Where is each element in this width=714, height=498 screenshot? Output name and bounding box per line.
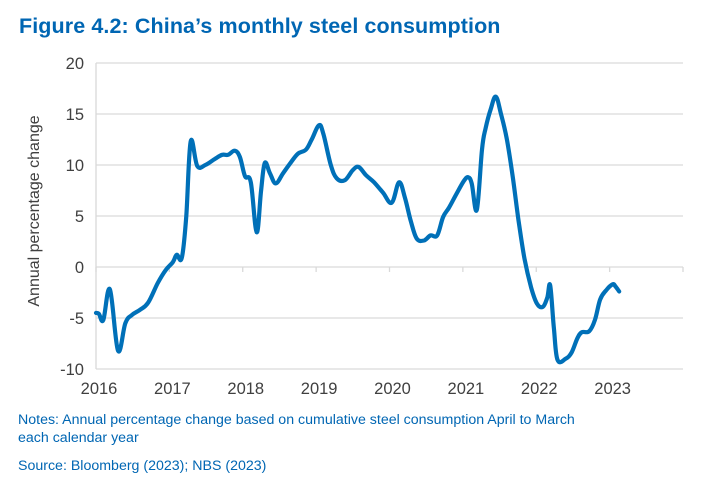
x-tick-label: 2022 bbox=[521, 380, 558, 398]
x-tick-label: 2021 bbox=[448, 380, 485, 398]
y-tick-label: 5 bbox=[75, 208, 84, 226]
x-tick-label: 2019 bbox=[301, 380, 338, 398]
x-tick-label: 2020 bbox=[374, 380, 411, 398]
x-tick-label: 2017 bbox=[154, 380, 191, 398]
notes-line-2: each calendar year bbox=[18, 430, 139, 446]
x-tick-label: 2016 bbox=[81, 380, 118, 398]
y-tick-label: 10 bbox=[66, 157, 84, 175]
x-axis-ticks: 2016 2017 2018 2019 2020 2021 2022 2023 bbox=[81, 267, 684, 398]
y-tick-label: 0 bbox=[75, 259, 84, 277]
notes-line-1: Notes: Annual percentage change based on… bbox=[18, 412, 575, 428]
figure-title: Figure 4.2: China’s monthly steel consum… bbox=[19, 14, 501, 38]
series-line bbox=[93, 94, 622, 365]
y-axis-label: Annual percentage change bbox=[26, 115, 43, 306]
y-tick-label: -5 bbox=[69, 310, 84, 328]
y-tick-label: -10 bbox=[60, 361, 84, 379]
y-tick-label: 15 bbox=[66, 106, 84, 124]
y-tick-label: 20 bbox=[66, 55, 84, 73]
y-axis-ticks: -10 -5 0 5 10 15 20 bbox=[60, 55, 84, 379]
x-tick-label: 2018 bbox=[227, 380, 264, 398]
x-tick-label: 2023 bbox=[594, 380, 631, 398]
source-note: Source: Bloomberg (2023); NBS (2023) bbox=[18, 458, 267, 474]
notes: Notes: Annual percentage change based on… bbox=[18, 411, 575, 447]
